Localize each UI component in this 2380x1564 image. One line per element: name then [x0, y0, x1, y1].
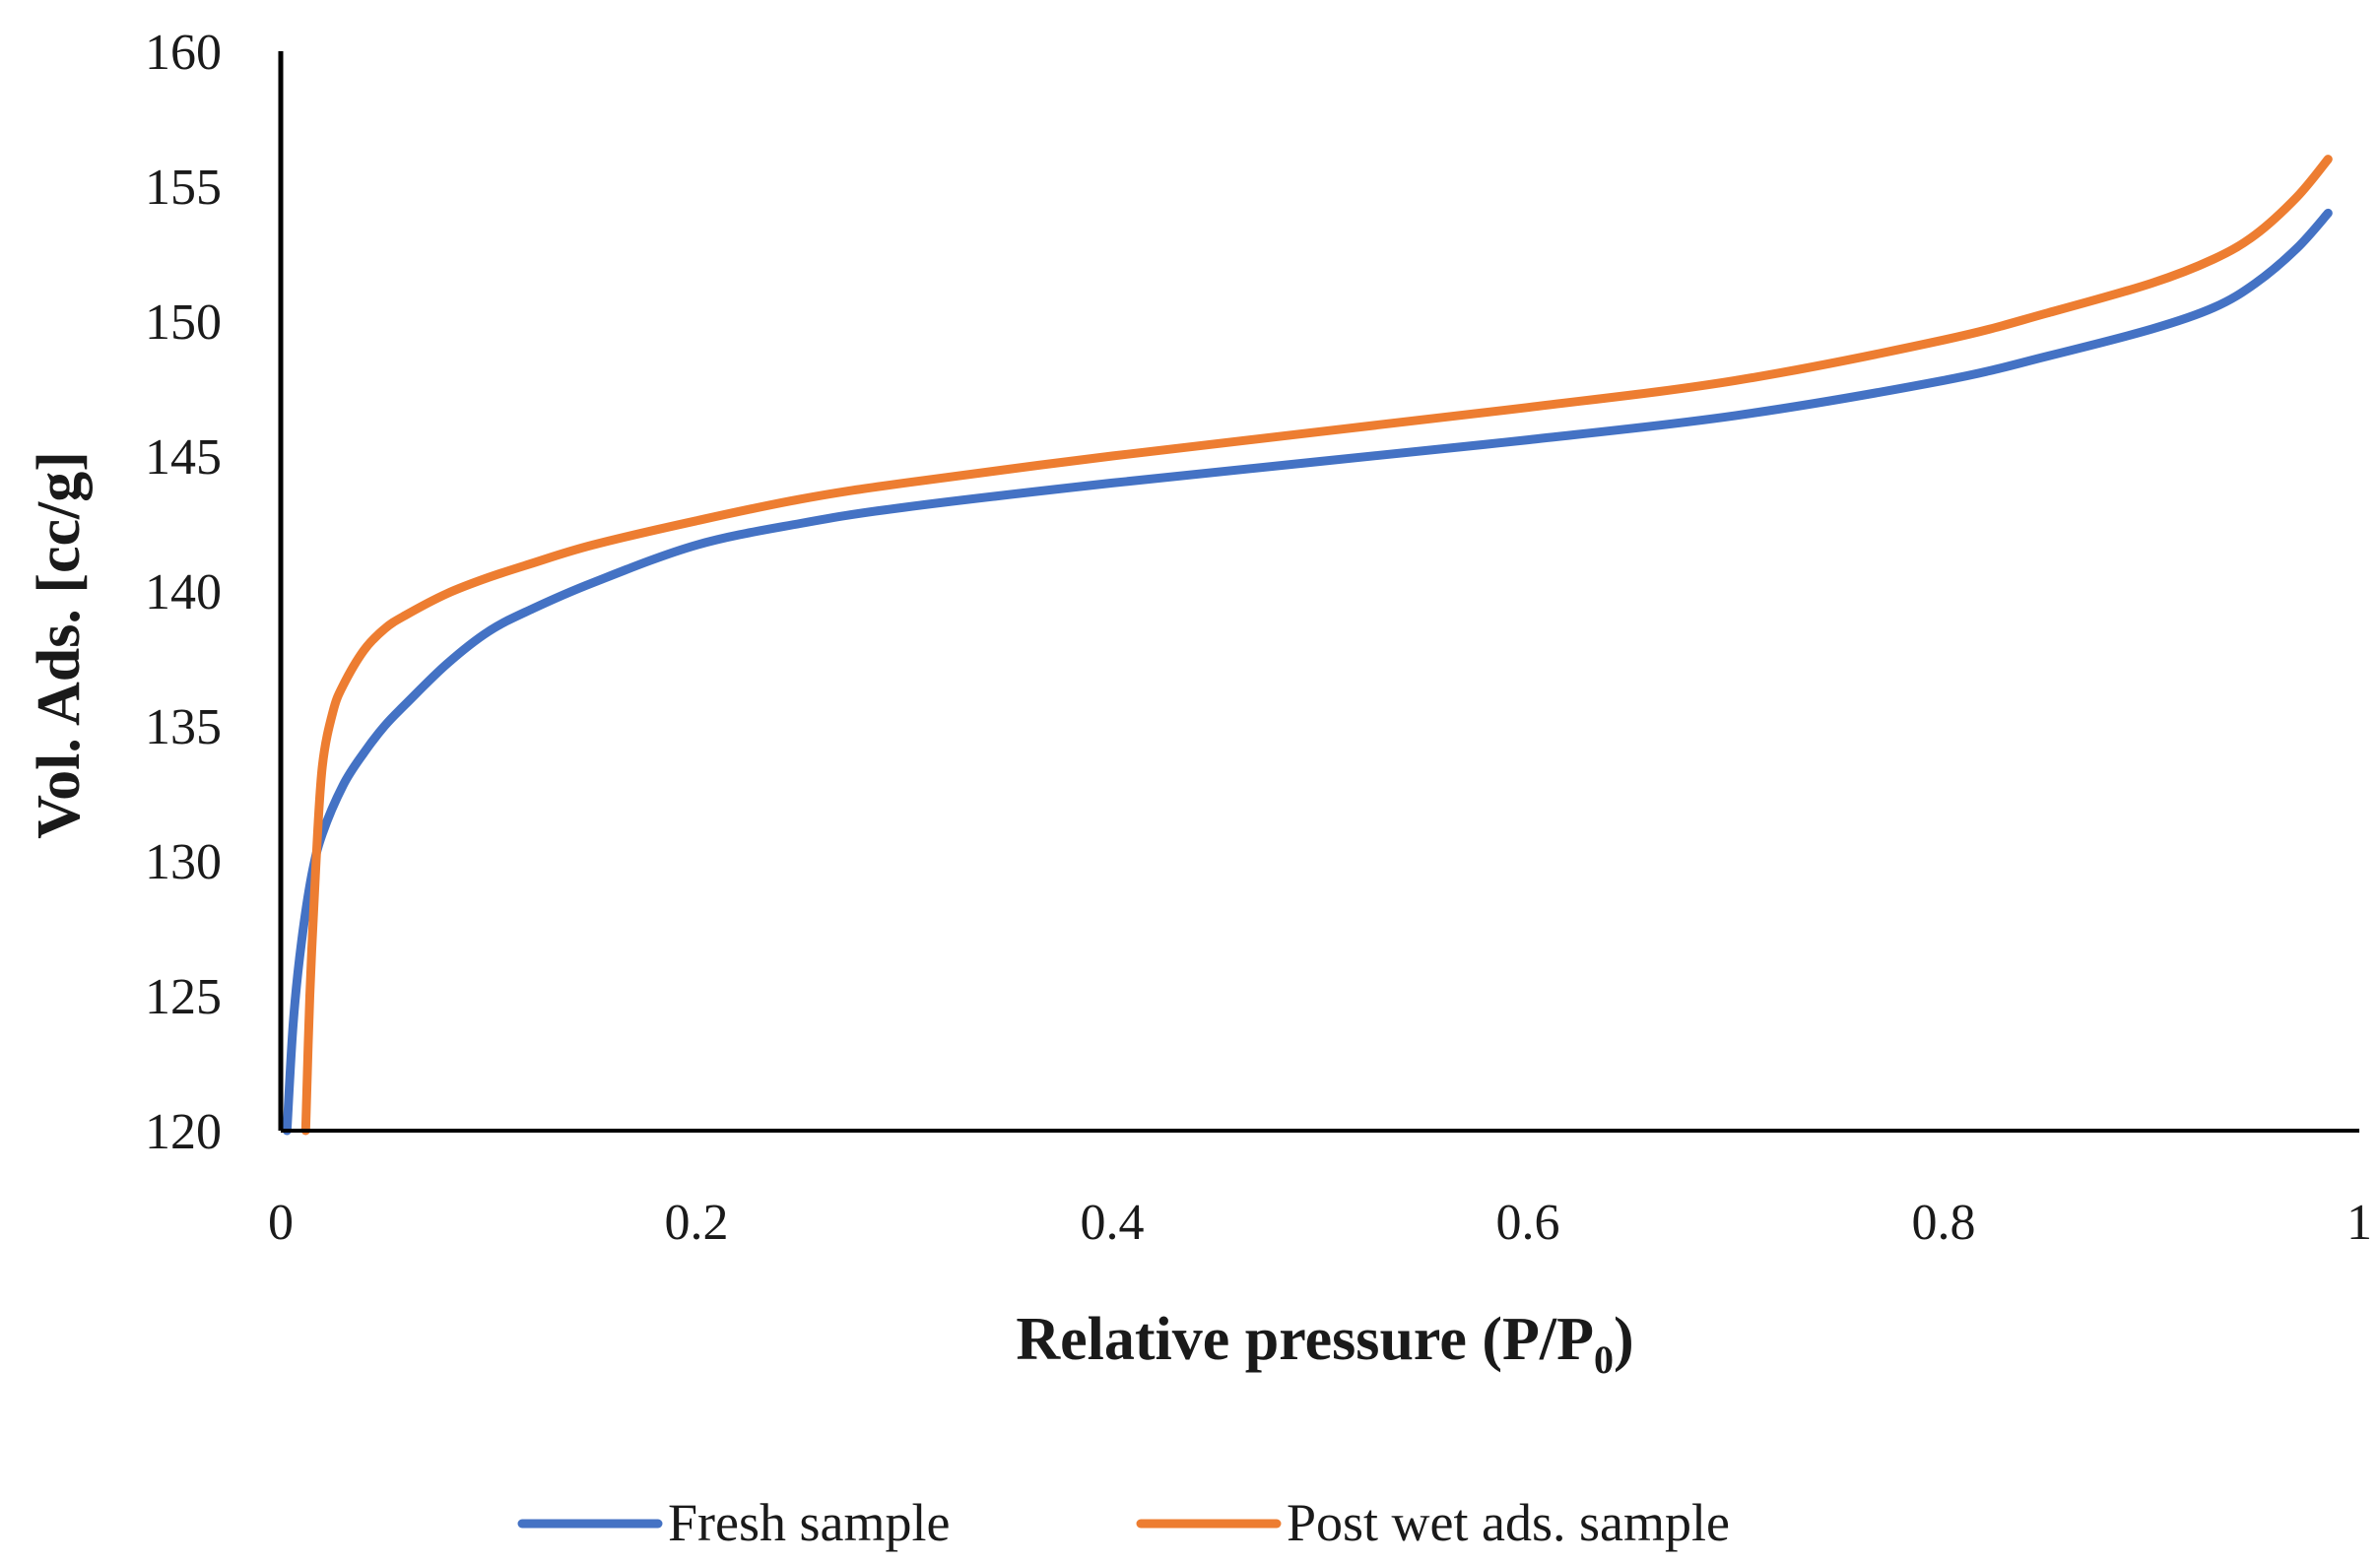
y-tick-label: 135 [145, 699, 222, 755]
x-tick-labels: 0 0.2 0.4 0.6 0.8 1 [268, 1195, 2372, 1251]
x-axis-title-main: Relative pressure (P/P [1016, 1306, 1594, 1373]
y-tick-label: 130 [145, 834, 222, 890]
x-axis-title: Relative pressure (P/P0) [1016, 1306, 1633, 1382]
x-axis-title-suffix: ) [1614, 1306, 1634, 1373]
y-tick-label: 140 [145, 564, 222, 620]
legend: Fresh sample Post wet ads. sample [517, 1493, 1730, 1552]
x-tick-label: 0 [268, 1195, 294, 1251]
x-tick-label: 0.4 [1081, 1195, 1145, 1251]
y-tick-label: 145 [145, 429, 222, 486]
y-tick-label: 160 [145, 25, 222, 81]
x-axis-title-subscript: 0 [1594, 1337, 1614, 1382]
series-line-fresh-sample [282, 208, 2333, 1136]
x-tick-label: 1 [2347, 1195, 2372, 1251]
legend-label-fresh-sample: Fresh sample [668, 1493, 950, 1552]
x-tick-label: 0.6 [1496, 1195, 1560, 1251]
series-line-post-wet-ads-sample [300, 155, 2333, 1136]
x-tick-label: 0.2 [665, 1195, 729, 1251]
y-tick-label: 150 [145, 294, 222, 351]
x-tick-label: 0.8 [1912, 1195, 1976, 1251]
y-tick-label: 120 [145, 1104, 222, 1160]
y-tick-label: 155 [145, 160, 222, 216]
y-tick-labels: 120 125 130 135 140 145 150 155 160 [145, 25, 222, 1160]
series-layer [282, 155, 2333, 1136]
y-tick-label: 125 [145, 969, 222, 1025]
y-axis-title: Vol. Ads. [cc/g] [26, 451, 93, 839]
legend-label-post-wet-ads-sample: Post wet ads. sample [1287, 1493, 1730, 1552]
